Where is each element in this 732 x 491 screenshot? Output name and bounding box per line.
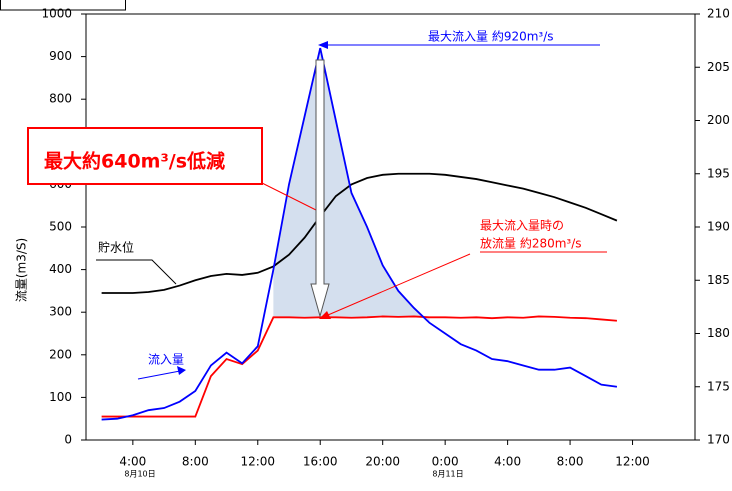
arrowhead [318,41,328,49]
line-series [101,315,617,418]
legend-box [0,0,126,11]
y-tick-label: 800 [49,92,72,106]
annotation: 最大約640m³/s低減 [44,150,225,173]
y2-tick-label: 180 [707,326,730,340]
annotation: 最大流入量 約920m³/s [428,29,554,44]
x-tick-label: 20:00 [365,455,400,469]
y-tick-label: 400 [49,262,72,276]
date-label: 8月11日 [432,470,463,479]
y-tick-label: 900 [49,49,72,63]
y2-tick-label: 175 [707,379,730,393]
y2-tick-label: 210 [707,7,730,21]
x-tick-label: 8:00 [182,455,209,469]
y-tick-label: 200 [49,347,72,361]
y-tick-label: 300 [49,305,72,319]
annotation: 放流量 約280m³/s [480,236,582,251]
y-tick-label: 0 [64,433,72,447]
leader [261,182,321,213]
y2-tick-label: 205 [707,60,730,74]
x-tick-label: 8:00 [557,455,584,469]
y2-tick-label: 170 [707,433,730,447]
annotation: 最大流入量時の [480,219,564,233]
x-tick-label: 12:00 [240,455,275,469]
y-tick-label: 100 [49,390,72,404]
x-tick-label: 4:00 [494,455,521,469]
x-tick-label: 12:00 [615,455,650,469]
leader [137,370,181,380]
leader [96,259,177,285]
y2-tick-label: 185 [707,273,730,287]
line-series [101,47,618,421]
reduction-arrow [310,59,330,318]
y-tick-label: 500 [49,220,72,234]
y2-tick-label: 200 [707,113,730,127]
annotation-shapes [27,41,607,380]
x-tick-label: 0:00 [432,455,459,469]
arrowhead [319,311,331,319]
y-tick-label: 1000 [41,7,72,21]
callout-box [27,127,263,185]
plot-frame [85,13,696,441]
leader [327,253,471,316]
arrowhead [177,366,186,375]
series-label: 流入量 [148,353,184,367]
y2-tick-label: 190 [707,220,730,234]
x-tick-label: 16:00 [303,455,338,469]
y-axis-label: 流量(m3/S) [15,238,29,302]
y2-tick-label: 195 [707,166,730,180]
date-label: 8月10日 [124,470,155,479]
line-series [101,172,618,294]
x-tick-label: 4:00 [119,455,146,469]
series-label: 貯水位 [98,240,134,255]
reduction-area [273,48,430,323]
